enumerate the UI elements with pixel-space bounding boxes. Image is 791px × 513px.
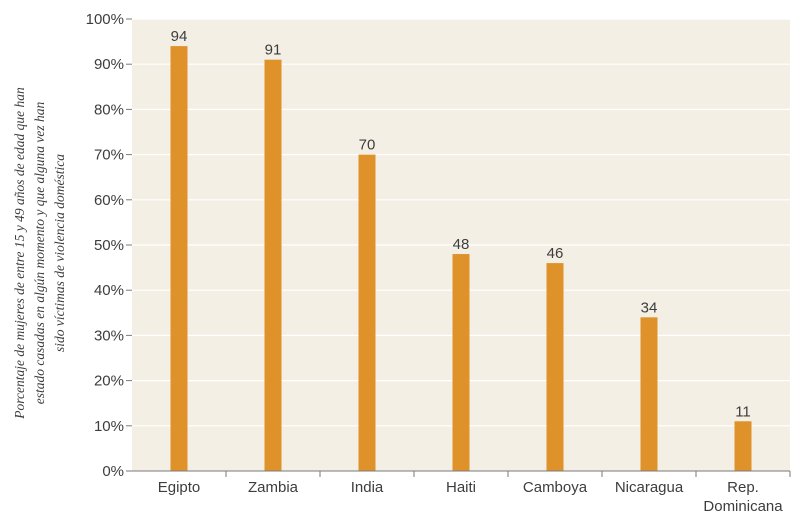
- x-tick-label: Rep. Dominicana: [703, 479, 783, 513]
- y-axis-title-line: estado casadas en algún momento y que al…: [32, 101, 47, 404]
- y-tick-label: 40%: [94, 282, 124, 299]
- data-label: 91: [265, 42, 282, 59]
- bar: [546, 263, 564, 471]
- y-tick-label: 70%: [94, 147, 124, 164]
- value-labels: 94 91 70 48 46 34 11: [171, 28, 751, 420]
- x-tick-label: India: [351, 479, 384, 496]
- data-label: 46: [547, 245, 564, 262]
- y-tick-label: 0%: [102, 463, 124, 480]
- y-tick-label: 50%: [94, 237, 124, 254]
- bar: [734, 421, 752, 471]
- y-tick-label: 10%: [94, 418, 124, 435]
- x-tick-label-line: Dominicana: [703, 498, 783, 513]
- data-label: 11: [735, 403, 751, 420]
- y-axis-title-line: Porcentaje de mujeres de entre 15 y 49 a…: [12, 87, 27, 420]
- y-tick-label: 30%: [94, 327, 124, 344]
- data-label: 70: [359, 137, 376, 154]
- x-tick-label-line: Egipto: [158, 479, 201, 496]
- bar: [264, 59, 282, 472]
- x-tick-label-line: Haiti: [446, 479, 476, 496]
- bar: [170, 46, 188, 472]
- y-axis: 0% 10% 20% 30% 40% 50% 60% 70% 80% 90% 100%: [86, 11, 790, 480]
- y-tick-label: 60%: [94, 192, 124, 209]
- x-tick-label: Nicaragua: [615, 479, 684, 496]
- x-tick-label: Camboya: [523, 479, 588, 496]
- bars: [170, 46, 752, 472]
- x-tick-label-line: Camboya: [523, 479, 588, 496]
- x-tick-label-line: Nicaragua: [615, 479, 684, 496]
- data-label: 48: [453, 236, 470, 253]
- y-tick-label: 100%: [86, 11, 124, 28]
- x-tick-label: Egipto: [158, 479, 201, 496]
- x-tick-label-line: India: [351, 479, 384, 496]
- data-label: 94: [171, 28, 188, 45]
- y-axis-title-line: sido víctimas de violencia doméstica: [52, 154, 67, 352]
- data-label: 34: [641, 299, 658, 316]
- y-tick-label: 80%: [94, 101, 124, 118]
- y-tick-label: 90%: [94, 56, 124, 73]
- y-tick-label: 20%: [94, 373, 124, 390]
- bar: [640, 317, 658, 471]
- y-axis-title: Porcentaje de mujeres de entre 15 y 49 a…: [12, 87, 67, 420]
- bar: [452, 254, 470, 471]
- x-tick-label: Zambia: [248, 479, 299, 496]
- bar: [358, 154, 376, 471]
- x-tick-label: Haiti: [446, 479, 476, 496]
- x-axis: Egipto Zambia India Haiti Camboya Nicaragua Re…: [158, 471, 791, 513]
- x-tick-label-line: Zambia: [248, 479, 299, 496]
- x-tick-label-line: Rep.: [727, 479, 759, 496]
